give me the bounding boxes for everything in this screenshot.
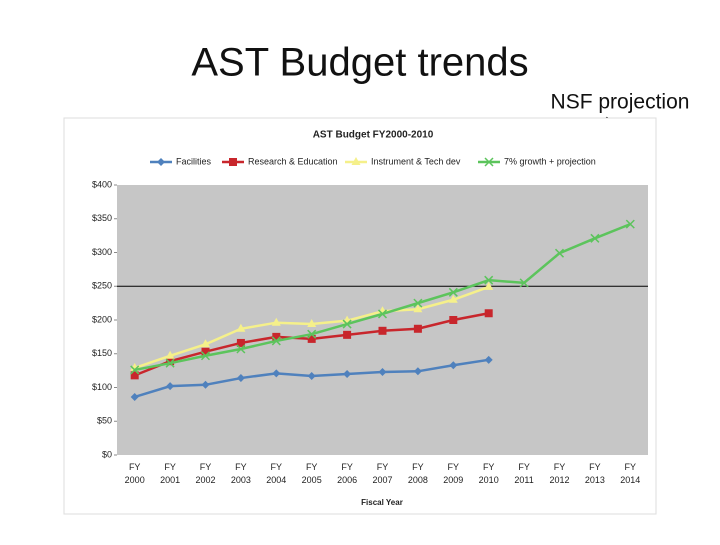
marker <box>166 357 175 366</box>
x-tick-label: FY 2014 <box>620 462 640 485</box>
x-tick-label: FY 2002 <box>195 462 215 485</box>
y-tick-label: $150 <box>92 348 112 358</box>
x-tick-label: FY 2011 <box>514 462 533 485</box>
marker <box>236 338 245 347</box>
legend-marker <box>351 157 361 165</box>
marker <box>590 233 600 243</box>
marker <box>166 382 175 391</box>
marker <box>343 370 352 378</box>
legend-label: Facilities <box>176 156 212 166</box>
x-tick-label: FY 2000 <box>125 462 145 485</box>
marker <box>165 350 175 359</box>
marker <box>130 392 139 401</box>
marker <box>201 339 210 348</box>
marker <box>484 355 493 364</box>
marker <box>130 371 139 380</box>
y-tick-label: $250 <box>92 281 112 291</box>
x-tick-label: FY 2001 <box>160 462 180 485</box>
marker <box>272 369 281 378</box>
marker <box>307 329 317 339</box>
marker <box>625 219 635 229</box>
y-tick-label: $100 <box>92 382 112 392</box>
marker <box>378 367 387 376</box>
marker <box>413 324 422 333</box>
marker <box>342 319 352 329</box>
plot-area <box>117 185 648 455</box>
marker <box>448 287 458 297</box>
marker <box>130 365 140 375</box>
y-tick-label: $200 <box>92 314 112 324</box>
x-tick-label: FY 2009 <box>443 462 463 485</box>
slide-title: AST Budget trends <box>191 41 528 85</box>
marker <box>236 374 245 383</box>
marker <box>236 344 246 354</box>
annotation: NSF projection <box>551 91 690 114</box>
y-tick-label: $400 <box>92 179 112 189</box>
x-tick-label: FY 2013 <box>585 462 605 485</box>
legend-label: Instrument & Tech dev <box>371 156 461 166</box>
marker <box>484 309 493 318</box>
y-tick-label: $350 <box>92 213 112 223</box>
marker <box>271 336 281 346</box>
marker <box>377 309 388 319</box>
marker <box>554 248 565 258</box>
marker <box>448 294 458 303</box>
marker <box>271 317 281 326</box>
marker <box>307 319 317 328</box>
legend-marker <box>157 158 165 166</box>
marker <box>449 361 458 370</box>
marker <box>413 367 422 376</box>
marker <box>484 281 494 290</box>
marker <box>165 358 175 368</box>
marker <box>449 316 458 324</box>
marker <box>201 380 210 389</box>
legend-marker <box>484 157 494 167</box>
marker <box>201 347 210 356</box>
marker <box>378 326 387 335</box>
x-tick-label: FY 2005 <box>302 462 322 485</box>
marker <box>307 372 316 381</box>
legend-marker <box>229 158 237 166</box>
legend-label: 7% growth + projection <box>504 156 596 166</box>
marker <box>272 332 281 341</box>
marker <box>343 330 352 339</box>
marker <box>236 323 246 332</box>
x-tick-label: FY 2003 <box>231 462 251 485</box>
legend-label: Research & Education <box>248 156 338 166</box>
marker <box>413 304 423 313</box>
x-tick-label: FY 2012 <box>549 462 569 485</box>
y-tick-label: $300 <box>92 247 112 257</box>
y-tick-label: $50 <box>97 416 112 426</box>
x-tick-label: FY 2004 <box>266 462 286 485</box>
y-tick-label: $0 <box>102 449 112 459</box>
marker <box>413 298 423 308</box>
marker <box>519 278 529 288</box>
x-tick-label: FY 2010 <box>479 462 499 485</box>
marker <box>307 334 316 343</box>
chart-title: AST Budget FY2000-2010 <box>313 130 434 141</box>
marker <box>484 275 494 285</box>
x-tick-label: FY 2006 <box>337 462 357 485</box>
x-tick-label: FY 2007 <box>372 462 392 485</box>
marker <box>200 351 211 361</box>
x-axis-title: Fiscal Year <box>361 498 403 507</box>
x-tick-label: FY 2008 <box>408 462 428 485</box>
